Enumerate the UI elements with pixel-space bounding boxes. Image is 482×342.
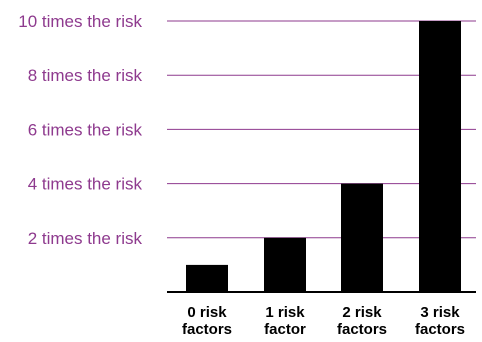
y-tick-label: 6 times the risk	[28, 120, 143, 139]
y-tick-label: 10 times the risk	[18, 12, 142, 31]
bars	[186, 21, 461, 292]
bar	[419, 21, 461, 292]
x-tick-label-line: factors	[182, 321, 232, 338]
x-tick-label-line: 1 risk	[265, 304, 305, 321]
x-tick-label-line: 0 risk	[187, 304, 227, 321]
x-tick-label-line: factor	[264, 321, 306, 338]
x-tick-label: 2 risk factors	[337, 304, 387, 338]
y-tick-label: 4 times the risk	[28, 175, 143, 194]
x-tick-label-line: factors	[337, 321, 387, 338]
x-tick-label-line: 2 risk	[342, 304, 382, 321]
bar	[264, 237, 306, 292]
bar	[186, 264, 228, 292]
y-axis-tick-labels: 2 times the risk 4 times the risk 6 times …	[18, 12, 142, 248]
y-tick-label: 8 times the risk	[28, 66, 143, 85]
bar	[341, 183, 383, 292]
x-tick-label-line: factors	[415, 321, 465, 338]
x-tick-label: 1 risk factor	[264, 304, 306, 338]
x-tick-label-line: 3 risk	[420, 304, 460, 321]
x-tick-label: 3 risk factors	[415, 304, 465, 338]
y-tick-label: 2 times the risk	[28, 229, 143, 248]
x-tick-label: 0 risk factors	[182, 304, 232, 338]
